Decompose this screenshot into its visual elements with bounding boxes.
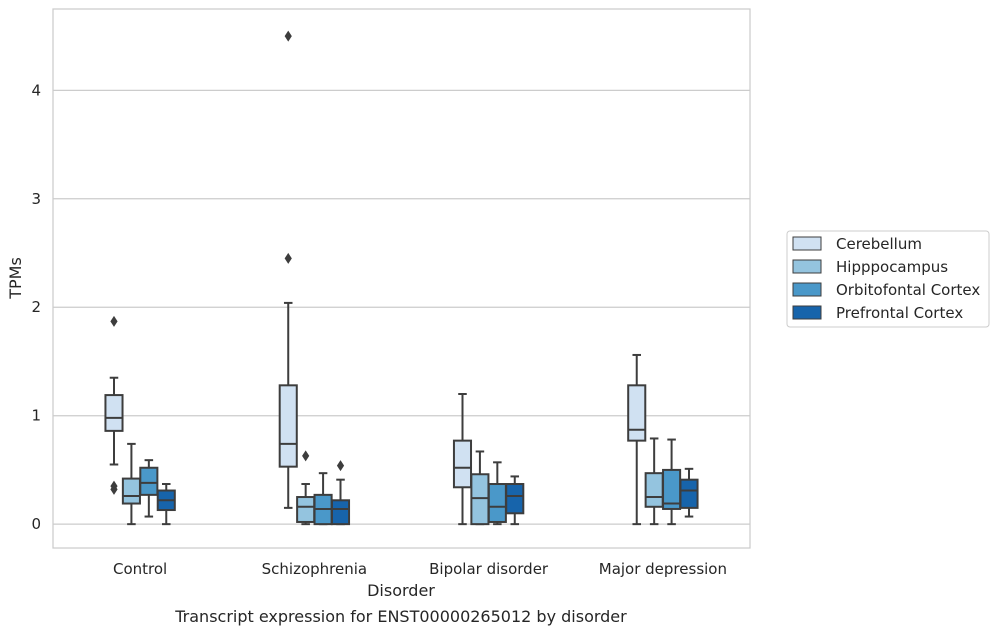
legend-swatch [792, 236, 822, 251]
legend-swatch [792, 282, 822, 297]
y-tick-label: 1 [31, 407, 41, 425]
y-tick-label: 3 [31, 190, 41, 208]
box-iqr [452, 439, 473, 489]
plot-area-frame [52, 8, 751, 549]
box-iqr [330, 499, 351, 526]
outlier-point [302, 450, 310, 462]
box-iqr [505, 483, 525, 515]
box-hipppocampus-1 [296, 450, 316, 526]
legend-label: Hipppocampus [836, 258, 948, 276]
box-prefrontal-cortex-2 [505, 475, 525, 526]
box-orbitofontal-cortex-2 [487, 461, 507, 526]
y-axis-label: TPMs [6, 257, 25, 300]
outlier-point [110, 315, 118, 327]
box-cerebellum-0 [104, 315, 124, 495]
box-iqr [104, 394, 124, 432]
outlier-point [284, 30, 292, 42]
figure-caption: Transcript expression for ENST0000026501… [174, 607, 627, 626]
box-iqr [679, 478, 699, 509]
box-prefrontal-cortex-1 [330, 460, 351, 526]
x-tick-label: Control [113, 560, 167, 578]
box-iqr [627, 384, 647, 442]
x-tick-label: Bipolar disorder [429, 560, 549, 578]
x-tick-label: Schizophrenia [262, 560, 367, 578]
box-prefrontal-cortex-3 [679, 467, 699, 518]
y-tick-label: 4 [31, 81, 41, 99]
box-iqr [121, 477, 141, 505]
box-iqr [139, 466, 159, 496]
outlier-point [284, 252, 292, 264]
box-cerebellum-2 [452, 393, 473, 526]
x-axis-ticks: Control Schizophrenia Bipolar disorder Majo… [113, 560, 727, 578]
legend-swatch [792, 305, 822, 320]
x-tick-label: Major depression [599, 560, 727, 578]
legend: Cerebellum Hipppocampus Orbitofontal Corte… [786, 230, 990, 328]
y-tick-label: 0 [31, 515, 41, 533]
outlier-point [110, 483, 118, 495]
box-iqr [470, 473, 490, 526]
box-orbitofontal-cortex-1 [313, 472, 333, 526]
box-iqr [644, 472, 664, 508]
box-hipppocampus-3 [644, 437, 664, 526]
legend-label: Orbitofontal Cortex [836, 281, 980, 299]
box-iqr [278, 384, 298, 468]
box-hipppocampus-0 [121, 442, 141, 526]
legend-label: Prefrontal Cortex [836, 304, 963, 322]
box-iqr [296, 496, 316, 523]
box-hipppocampus-2 [470, 450, 490, 526]
outlier-point [336, 460, 345, 472]
legend-label: Cerebellum [836, 235, 922, 253]
y-axis-ticks: 0 1 2 3 4 [31, 81, 41, 533]
legend-swatch [792, 259, 822, 274]
box-orbitofontal-cortex-0 [139, 459, 159, 518]
box-cerebellum-1 [278, 30, 298, 509]
gridlines [53, 89, 750, 525]
y-tick-label: 2 [31, 298, 41, 316]
legend-frame [786, 230, 990, 328]
box-prefrontal-cortex-0 [156, 483, 176, 526]
x-axis-label: Disorder [367, 581, 435, 600]
box-cerebellum-3 [627, 353, 647, 526]
boxes [104, 30, 699, 526]
box-iqr [487, 483, 507, 523]
box-orbitofontal-cortex-3 [662, 438, 682, 526]
